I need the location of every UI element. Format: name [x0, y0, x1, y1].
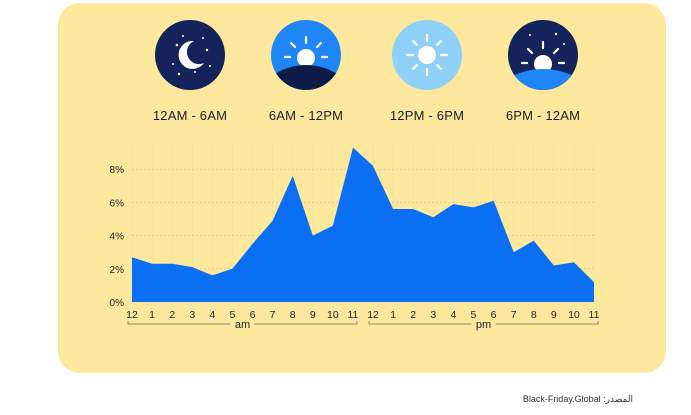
- y-tick-label: 8%: [110, 165, 125, 176]
- x-tick-label: 12: [126, 309, 138, 321]
- x-tick-label: 2: [410, 309, 416, 321]
- x-tick-label: 10: [327, 309, 339, 321]
- x-tick-label: 9: [310, 309, 316, 321]
- period-bracket: [368, 321, 599, 325]
- x-tick-label: 9: [551, 309, 557, 321]
- x-tick-label: 3: [189, 309, 195, 321]
- sunset-icon: [508, 32, 578, 90]
- period-morning-icon-circle: [271, 20, 341, 90]
- x-tick-label: 10: [568, 309, 580, 321]
- x-tick-label: 1: [390, 309, 396, 321]
- x-tick-label: 4: [209, 309, 215, 321]
- x-tick-label: 11: [348, 309, 359, 321]
- period-evening: 6PM - 12AM: [483, 20, 603, 123]
- x-tick-label: 8: [290, 309, 296, 321]
- period-group-label: am: [235, 319, 250, 331]
- period-afternoon: 12PM - 6PM: [367, 20, 487, 123]
- moon-stars-icon: [172, 35, 211, 76]
- period-evening-icon-circle: [508, 20, 578, 90]
- period-group-label: pm: [476, 319, 491, 331]
- period-afternoon-icon-circle: [392, 20, 462, 90]
- period-afternoon-label: 12PM - 6PM: [389, 108, 465, 123]
- traffic-area: [132, 147, 594, 302]
- y-tick-label: 0%: [110, 298, 125, 309]
- x-tick-label: 6: [250, 309, 256, 321]
- x-tick-label: 8: [531, 309, 537, 321]
- x-tick-label: 6: [491, 309, 497, 321]
- y-tick-label: 4%: [110, 232, 125, 243]
- x-tick-label: 3: [430, 309, 436, 321]
- sunrise-icon: [271, 35, 341, 90]
- source-note: المصدر: Black-Friday.Global: [522, 394, 633, 404]
- x-tick-label: 1: [149, 309, 155, 321]
- period-morning: 6AM - 12PM: [246, 20, 366, 123]
- x-tick-label: 5: [471, 309, 477, 321]
- period-night: 12AM - 6AM: [130, 20, 250, 123]
- x-tick-label: 2: [169, 309, 175, 321]
- x-tick-label: 7: [511, 309, 517, 321]
- x-tick-label: 12: [367, 309, 379, 321]
- y-tick-label: 2%: [110, 265, 125, 276]
- period-evening-label: 6PM - 12AM: [505, 108, 581, 123]
- x-tick-label: 7: [270, 309, 276, 321]
- period-morning-label: 6AM - 12PM: [268, 108, 344, 123]
- x-tick-label: 4: [450, 309, 456, 321]
- x-tick-label: 11: [589, 309, 600, 321]
- x-tick-label: 5: [230, 309, 236, 321]
- period-bracket: [127, 321, 358, 325]
- period-night-label: 12AM - 6AM: [152, 108, 228, 123]
- sun-icon: [405, 33, 449, 77]
- y-tick-label: 6%: [110, 198, 125, 209]
- period-night-icon-circle: [155, 20, 225, 90]
